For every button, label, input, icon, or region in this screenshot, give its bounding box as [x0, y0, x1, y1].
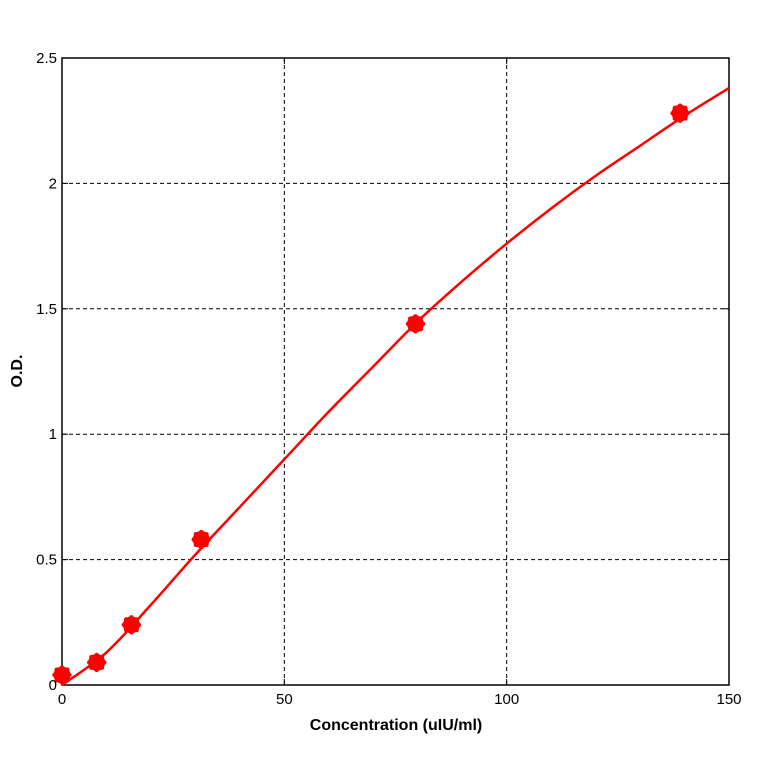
- y-tick-label: 0.5: [36, 552, 57, 569]
- data-point-marker-bump: [134, 627, 139, 633]
- data-point-marker-bump: [94, 667, 99, 673]
- y-tick-label: 2.5: [36, 50, 57, 67]
- data-point-marker-bump: [198, 529, 204, 535]
- data-point-marker-bump: [204, 532, 209, 537]
- data-point: [52, 665, 72, 685]
- x-tick-label: 150: [716, 691, 741, 708]
- data-point-marker-bump: [94, 652, 99, 658]
- x-tick-label: 50: [276, 691, 293, 708]
- fit-curve-group: [61, 87, 730, 687]
- x-tick-label: 100: [494, 691, 519, 708]
- data-point-marker-bump: [677, 118, 683, 123]
- data-point-marker-bump: [134, 617, 139, 622]
- fit-curve-line: [61, 87, 730, 687]
- data-point-marker-bump: [59, 680, 65, 685]
- data-point-marker-bump: [413, 329, 418, 334]
- y-tick-label: 1: [49, 426, 57, 443]
- data-point-marker-bump: [129, 615, 134, 620]
- data-point-marker-bump: [65, 667, 70, 672]
- plot-frame: [61, 57, 730, 686]
- data-point-marker-bump: [408, 326, 413, 332]
- data-point: [670, 103, 690, 123]
- data-point-marker-bump: [420, 321, 426, 327]
- data-point: [86, 652, 107, 673]
- data-point-marker-bump: [206, 537, 211, 542]
- data-point: [191, 529, 211, 550]
- data-point-marker-bump: [89, 665, 94, 670]
- data-point-marker-bump: [405, 321, 411, 327]
- data-point-marker-bump: [677, 103, 683, 108]
- data-point-marker-bump: [672, 116, 677, 121]
- data-point: [405, 314, 426, 334]
- data-point-marker-bump: [89, 654, 94, 660]
- data-point-marker-bump: [408, 316, 413, 321]
- data-point-marker-bump: [204, 542, 209, 548]
- data-point-marker-bump: [672, 105, 677, 111]
- data-point-marker-bump: [123, 627, 129, 633]
- data-point-marker-bump: [191, 537, 196, 542]
- x-axis-title: Concentration (uIU/ml): [310, 717, 482, 734]
- data-point-marker-bump: [99, 654, 105, 660]
- axis-ticks: [61, 57, 730, 686]
- y-tick-label: 0: [49, 677, 57, 694]
- data-point-marker-bump: [59, 665, 65, 670]
- data-point-marker-bump: [67, 672, 72, 678]
- data-point-marker-bump: [54, 667, 59, 672]
- data-point-marker-bump: [193, 542, 199, 548]
- y-tick-label: 1.5: [36, 301, 57, 318]
- data-point-marker-bump: [413, 314, 418, 319]
- data-point: [121, 615, 142, 635]
- data-point-marker-bump: [129, 630, 134, 635]
- data-point-marker-bump: [198, 544, 204, 550]
- data-point-marker-bump: [418, 316, 424, 321]
- data-point-marker-bump: [86, 660, 92, 665]
- data-point-marker-bump: [101, 660, 107, 665]
- data-point-marker-bump: [683, 105, 688, 111]
- y-tick-label: 2: [49, 175, 57, 192]
- data-point-marker-bump: [136, 622, 142, 628]
- data-point-marker-bump: [670, 110, 675, 116]
- grid-lines: [62, 58, 729, 685]
- data-point-marker-bump: [685, 110, 690, 116]
- x-tick-label: 0: [58, 691, 66, 708]
- data-points: [52, 103, 690, 685]
- data-point-marker-bump: [193, 532, 199, 537]
- data-point-marker-bump: [99, 665, 105, 670]
- data-point-marker-bump: [123, 617, 129, 622]
- data-point-marker-bump: [65, 678, 70, 683]
- data-point-marker-bump: [683, 116, 688, 121]
- tick-labels: 0 50 100 150 0 0.5 1 1.5 2 2.5: [36, 50, 741, 708]
- data-point-marker-bump: [121, 622, 127, 628]
- y-axis-title: O.D.: [9, 355, 26, 388]
- data-point-marker-bump: [54, 678, 59, 683]
- data-point-marker-bump: [418, 326, 424, 332]
- data-point-marker-bump: [52, 672, 57, 678]
